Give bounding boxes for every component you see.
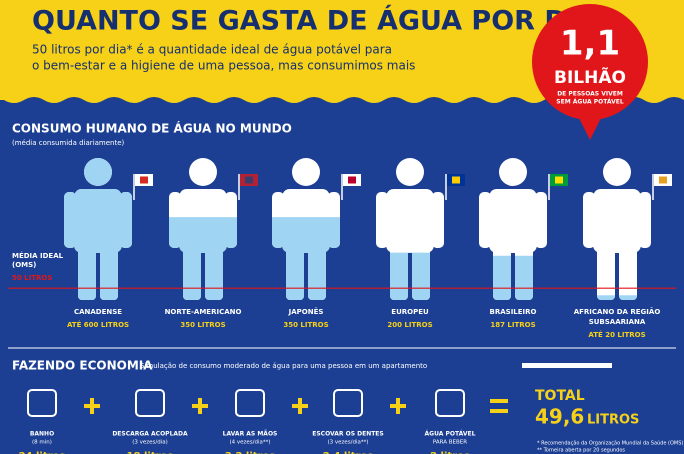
header-band <box>0 0 684 103</box>
item-amount: 3,2 litros <box>225 451 276 454</box>
figure <box>169 158 237 300</box>
figure <box>64 158 132 300</box>
item-detail: (3 vezes/dia**) <box>327 440 368 446</box>
item-name: ESCOVAR OS DENTES <box>312 431 383 438</box>
person: NORTE-AMERICANO 350 LITROS <box>165 158 258 329</box>
badge-word: BILHÃO <box>554 65 626 88</box>
item-detail: (3 vezes/dia) <box>132 440 168 446</box>
person-liters: 200 LITROS <box>387 321 432 329</box>
icon <box>135 389 165 417</box>
flag-emblem <box>452 176 460 184</box>
person-name: CANADENSE <box>74 308 122 316</box>
icon <box>27 389 57 417</box>
icon <box>435 389 465 417</box>
icon <box>333 389 363 417</box>
water-level <box>479 255 547 300</box>
note: ** Torneira aberta por 20 segundos <box>537 448 625 454</box>
bar-decoration <box>522 363 612 368</box>
icon <box>235 389 265 417</box>
person: CANADENSE ATÉ 600 LITROS <box>64 158 153 329</box>
total-amount: 49,6 <box>535 405 584 429</box>
figure-body <box>376 158 444 300</box>
person-liters: 350 LITROS <box>180 321 225 329</box>
person-name: NORTE-AMERICANO <box>165 308 242 316</box>
item-name: BANHO <box>30 431 54 438</box>
section-title: CONSUMO HUMANO DE ÁGUA NO MUNDO <box>12 121 292 136</box>
item-amount: 18 litros <box>127 451 174 454</box>
badge <box>532 4 648 120</box>
total-unit: LITROS <box>587 413 639 428</box>
section-title: FAZENDO ECONOMIA <box>12 359 153 373</box>
figure <box>479 158 547 300</box>
section-subtitle: Simulação de consumo moderado de água pa… <box>140 362 427 370</box>
figure-body <box>479 158 547 300</box>
plus-sign <box>192 398 208 414</box>
person-name: SUBSAARIANA <box>589 318 646 326</box>
person-name: JAPONÊS <box>288 307 324 316</box>
person: BRASILEIRO 187 LITROS <box>479 158 568 329</box>
person-liters: 350 LITROS <box>283 321 328 329</box>
flag-emblem <box>659 176 667 184</box>
plus-sign <box>84 398 100 414</box>
person-name: EUROPEU <box>391 308 429 316</box>
equals-sign <box>490 399 508 413</box>
plus-sign <box>292 398 308 414</box>
person: JAPONÊS 350 LITROS <box>272 158 361 329</box>
plus-sign <box>390 398 406 414</box>
section-subtitle: (média consumida diariamente) <box>12 139 125 147</box>
badge-number: 1,1 <box>560 24 620 64</box>
badge-line: SEM ÁGUA POTÁVEL <box>556 99 624 106</box>
figure <box>376 158 444 300</box>
ideal-label: (OMS) <box>12 261 36 269</box>
ideal-value: 50 LITROS <box>12 274 52 282</box>
item-detail: (4 vezes/dia**) <box>229 440 270 446</box>
flag-emblem <box>348 176 356 184</box>
figure-body <box>583 158 651 300</box>
item-amount: 2 litros <box>430 451 470 454</box>
flag-emblem <box>140 176 148 184</box>
item-name: LAVAR AS MÃOS <box>223 431 278 438</box>
person: AFRICANO DA REGIÃO SUBSAARIANA ATÉ 20 LITR… <box>574 158 672 339</box>
total-label: TOTAL <box>535 388 585 404</box>
title: QUANTO SE GASTA DE ÁGUA POR DIA <box>32 5 598 37</box>
person: EUROPEU 200 LITROS <box>376 158 465 329</box>
item-amount: 2,4 litros <box>323 451 374 454</box>
item-name: ÁGUA POTÁVEL <box>425 431 476 438</box>
person-liters: 187 LITROS <box>490 321 535 329</box>
item-amount: 24 litros <box>19 451 66 454</box>
figure <box>272 158 340 300</box>
flag-emblem <box>555 176 563 184</box>
person-liters: ATÉ 600 LITROS <box>67 320 129 329</box>
note: * Recomendação da Organização Mundial da… <box>537 440 683 447</box>
person-name: BRASILEIRO <box>490 308 537 316</box>
water-level <box>376 252 444 300</box>
item-detail: (8 min) <box>32 440 52 446</box>
water-level <box>64 158 132 300</box>
person-name: AFRICANO DA REGIÃO <box>574 307 661 316</box>
figure <box>583 158 651 300</box>
badge-line: DE PESSOAS VIVEM <box>557 91 623 98</box>
flag-emblem <box>245 176 253 184</box>
person-liters: ATÉ 20 LITROS <box>588 330 645 339</box>
subtitle: o bem-estar e a higiene de uma pessoa, m… <box>32 59 415 73</box>
water-level <box>583 295 651 300</box>
ideal-label: MÉDIA IDEAL <box>12 251 64 260</box>
subtitle: 50 litros por dia* é a quantidade ideal … <box>32 43 392 57</box>
item-name: DESCARGA ACOPLADA <box>112 431 188 438</box>
item-detail: PARA BEBER <box>433 440 467 446</box>
